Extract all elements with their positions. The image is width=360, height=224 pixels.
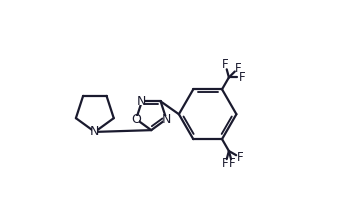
Text: N: N — [90, 125, 99, 138]
Text: F: F — [239, 71, 246, 84]
Text: O: O — [131, 113, 141, 126]
Bar — [139, 98, 145, 105]
Text: F: F — [237, 151, 244, 164]
Text: N: N — [162, 113, 171, 126]
Bar — [91, 128, 98, 136]
Text: F: F — [235, 62, 242, 75]
Text: F: F — [222, 157, 229, 170]
Text: F: F — [222, 58, 229, 71]
Text: N: N — [137, 95, 147, 108]
Bar — [163, 116, 170, 123]
Bar — [133, 116, 139, 123]
Text: F: F — [229, 157, 236, 170]
